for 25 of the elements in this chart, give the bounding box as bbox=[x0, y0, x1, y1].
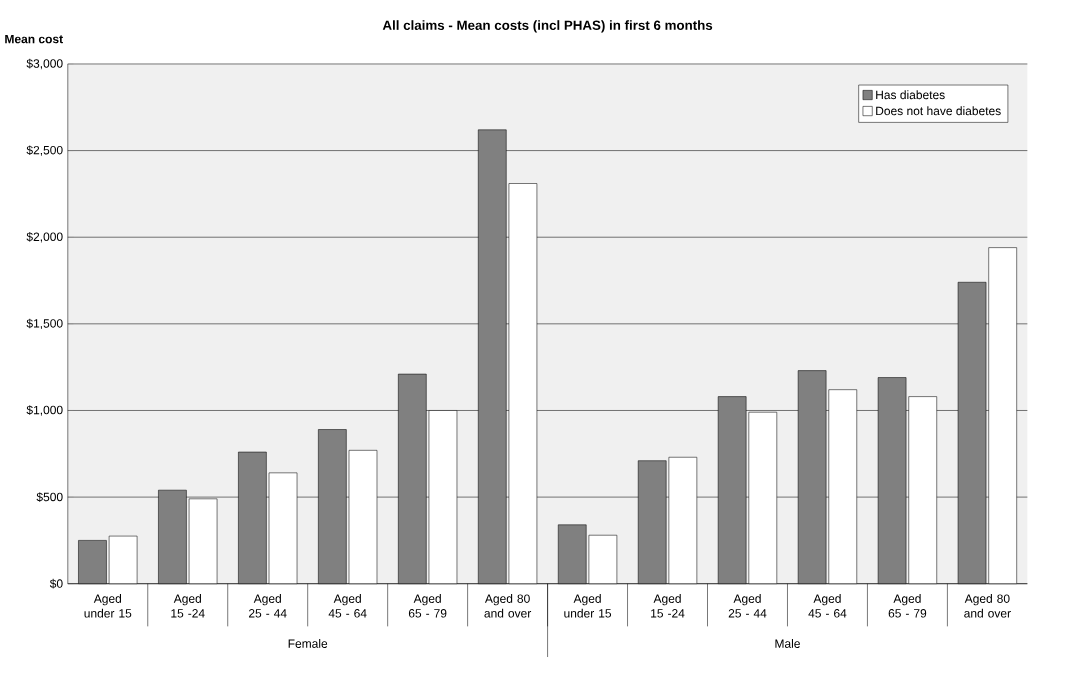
y-tick-label: $1,500 bbox=[26, 318, 63, 330]
legend-label: Has diabetes bbox=[876, 90, 945, 100]
y-tick-label: $3,000 bbox=[26, 58, 63, 70]
x-tick-label: Aged under 15 bbox=[564, 594, 612, 618]
x-tick-label: Aged 80 and over bbox=[484, 594, 532, 618]
chart-title: All claims - Mean costs (incl PHAS) in first 6 months bbox=[382, 20, 713, 33]
text: Female bbox=[288, 639, 328, 649]
y-tick-label: $2,500 bbox=[26, 145, 63, 156]
x-tick-label: Aged 15 -24 bbox=[171, 594, 205, 618]
x-tick-label: Aged 80 and over bbox=[964, 594, 1011, 618]
y-tick-label: $0 bbox=[49, 579, 63, 589]
x-tick-label: Aged 15 -24 bbox=[651, 594, 685, 618]
x-tick-label: Aged 65 - 79 bbox=[408, 594, 447, 618]
text: Male bbox=[775, 639, 800, 649]
x-tick-label: Aged under 15 bbox=[84, 594, 132, 618]
x-tick-label: Aged 25 - 44 bbox=[728, 594, 767, 618]
x-tick-label: Aged 45 - 64 bbox=[808, 594, 847, 618]
legend-label: Does not have diabetes bbox=[876, 106, 1001, 116]
y-tick-label: $2,000 bbox=[26, 232, 63, 243]
x-tick-label: Aged 25 - 44 bbox=[248, 594, 287, 618]
y-axis-title: Mean cost bbox=[5, 35, 63, 44]
x-tick-label: Aged 65 - 79 bbox=[888, 594, 927, 618]
y-tick-label: $500 bbox=[36, 492, 63, 503]
y-tick-label: $1,000 bbox=[26, 405, 63, 416]
x-tick-label: Aged 45 - 64 bbox=[328, 594, 367, 618]
